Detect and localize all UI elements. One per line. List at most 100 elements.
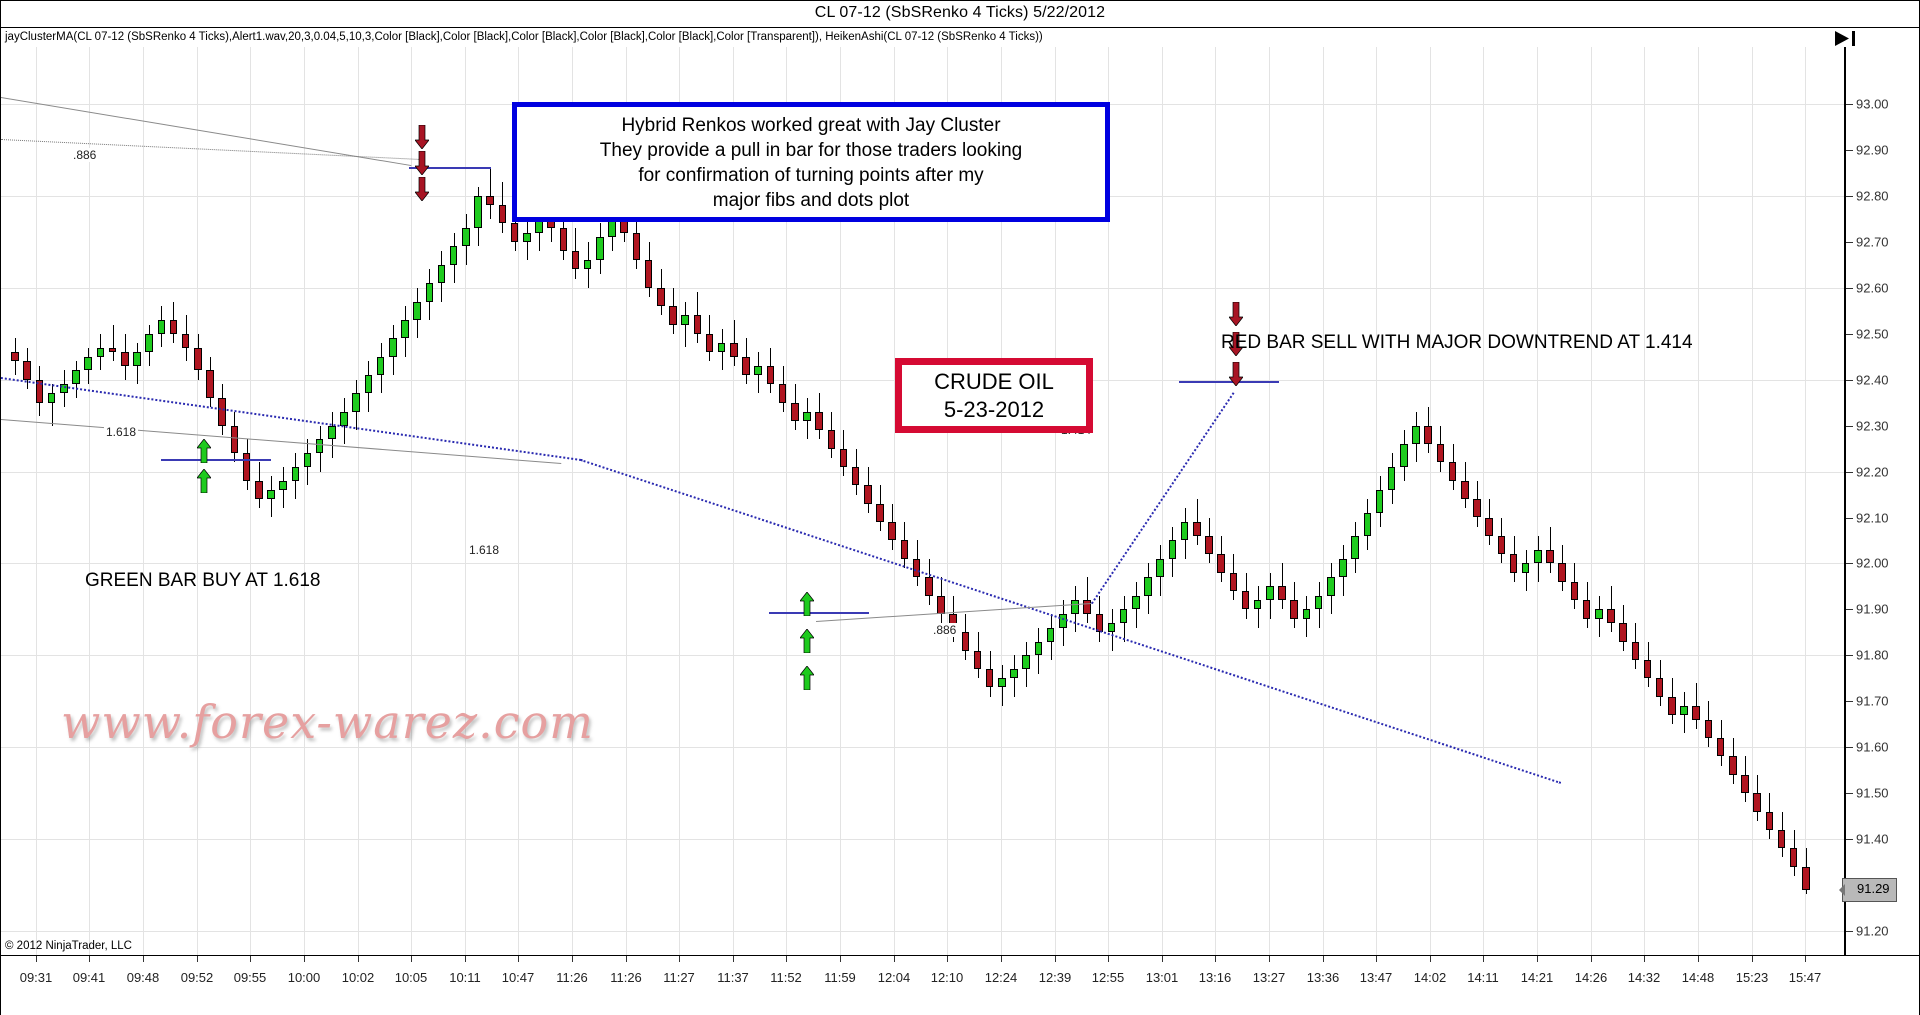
candle-body xyxy=(1412,425,1420,444)
time-axis[interactable]: © 2012 NinjaTrader, LLC 09:31 09:41 09:48 0… xyxy=(1,940,1919,1015)
time-axis-label: 10:00 xyxy=(287,970,321,985)
grid-line-vertical xyxy=(1269,47,1270,955)
time-axis-tick xyxy=(1537,956,1538,962)
candle-body xyxy=(230,425,239,454)
indicator-strip: jayClusterMA(CL 07-12 (SbSRenko 4 Ticks)… xyxy=(1,27,1919,49)
price-axis-label: 92.90 xyxy=(1856,142,1889,158)
fib-level-label: 1.618 xyxy=(104,425,139,439)
candle-body xyxy=(1205,535,1213,555)
time-axis-tick xyxy=(465,956,466,962)
time-axis-label: 15:47 xyxy=(1788,970,1822,985)
price-axis-tick xyxy=(1846,701,1853,703)
time-axis-label: 14:21 xyxy=(1520,970,1554,985)
price-axis-label: 91.20 xyxy=(1856,923,1889,939)
candle-body xyxy=(1582,600,1591,619)
candle-body xyxy=(1802,866,1810,890)
time-axis-label: 10:47 xyxy=(501,970,535,985)
candle-body xyxy=(1789,848,1798,867)
grid-line-vertical xyxy=(36,47,37,955)
time-axis-tick xyxy=(1591,956,1592,962)
time-axis-tick xyxy=(36,956,37,962)
sell-arrow-icon xyxy=(415,177,429,201)
time-axis-tick xyxy=(1162,956,1163,962)
candle-body xyxy=(1655,678,1664,697)
price-axis-tick xyxy=(1846,609,1853,611)
major-downtrend-dotline-b xyxy=(580,459,1561,784)
grid-line-vertical xyxy=(89,47,90,955)
time-axis-label: 14:11 xyxy=(1467,970,1499,985)
grid-line-vertical xyxy=(626,47,627,955)
candle-body xyxy=(596,237,604,261)
price-axis-tick xyxy=(1846,379,1853,381)
candle-body xyxy=(437,264,446,284)
candle-body xyxy=(1473,499,1481,518)
sell-arrow-icon xyxy=(1229,332,1243,356)
candle-body xyxy=(1692,705,1701,720)
time-axis-tick xyxy=(304,956,305,962)
buy-signal-annotation: GREEN BAR BUY AT 1.618 xyxy=(85,570,321,591)
price-axis-label: 91.70 xyxy=(1856,693,1889,709)
grid-line-vertical xyxy=(1805,47,1806,955)
crude-oil-annotation-box[interactable]: CRUDE OIL 5-23-2012 xyxy=(895,358,1093,433)
candle-body xyxy=(108,347,117,353)
price-axis-tick xyxy=(1846,839,1853,841)
time-axis-tick xyxy=(1483,956,1484,962)
candle-body xyxy=(693,315,702,334)
crude-line-1: CRUDE OIL xyxy=(934,369,1054,394)
time-axis-label: 11:26 xyxy=(610,970,642,985)
time-axis-tick xyxy=(1752,956,1753,962)
candle-body xyxy=(1753,793,1761,812)
candle-body xyxy=(1619,623,1627,642)
candle-body xyxy=(376,356,385,376)
candle-body xyxy=(60,384,68,394)
price-axis-tick xyxy=(1846,793,1853,795)
price-axis-tick xyxy=(1846,747,1853,749)
grid-line-vertical xyxy=(1644,47,1645,955)
grid-line-vertical xyxy=(894,47,895,955)
candle-body xyxy=(315,439,324,454)
grid-line-vertical xyxy=(1055,47,1056,955)
candle-body xyxy=(669,306,677,325)
time-axis-tick xyxy=(894,956,895,962)
buy-arrow-icon xyxy=(800,629,814,653)
candle-body xyxy=(985,669,994,688)
candle-wick xyxy=(52,384,53,426)
time-axis-tick xyxy=(947,956,948,962)
candle-body xyxy=(340,411,348,426)
time-axis-tick xyxy=(1644,956,1645,962)
grid-line-vertical xyxy=(1698,47,1699,955)
time-axis-label: 12:55 xyxy=(1091,970,1125,985)
candle-wick xyxy=(490,168,491,219)
price-axis-label: 92.50 xyxy=(1856,326,1889,342)
candle-body xyxy=(998,678,1006,688)
candle-body xyxy=(1229,572,1238,591)
candle-body xyxy=(1253,600,1262,610)
crude-line-2: 5-23-2012 xyxy=(943,397,1045,422)
price-axis[interactable]: 93.00 92.90 92.80 92.70 92.60 92.50 92.40 92.30… xyxy=(1842,47,1919,955)
grid-line-vertical xyxy=(1108,47,1109,955)
candle-body xyxy=(1400,443,1408,467)
candle-body xyxy=(303,453,312,467)
candle-body xyxy=(267,489,275,500)
time-axis-tick xyxy=(250,956,251,962)
time-axis-tick xyxy=(143,956,144,962)
price-axis-label: 91.50 xyxy=(1856,785,1889,801)
price-axis-tick xyxy=(1846,425,1853,427)
grid-line-vertical xyxy=(733,47,734,955)
sell-arrow-icon xyxy=(1229,362,1243,386)
candle-body xyxy=(742,356,750,376)
candle-body xyxy=(1765,811,1774,830)
price-axis-tick xyxy=(1846,563,1853,565)
candle-body xyxy=(864,485,872,504)
note-annotation-box[interactable]: Hybrid Renkos worked great with Jay Clus… xyxy=(512,102,1110,222)
sell-arrow-icon xyxy=(415,125,429,149)
candle-body xyxy=(449,246,458,265)
candle-body xyxy=(1534,549,1542,564)
play-to-end-icon[interactable] xyxy=(1833,30,1861,47)
grid-line-vertical xyxy=(1323,47,1324,955)
time-axis-label: 13:27 xyxy=(1252,970,1286,985)
chart-title-bar: CL 07-12 (SbSRenko 4 Ticks) 5/22/2012 xyxy=(1,1,1919,27)
candle-body xyxy=(1729,756,1737,775)
